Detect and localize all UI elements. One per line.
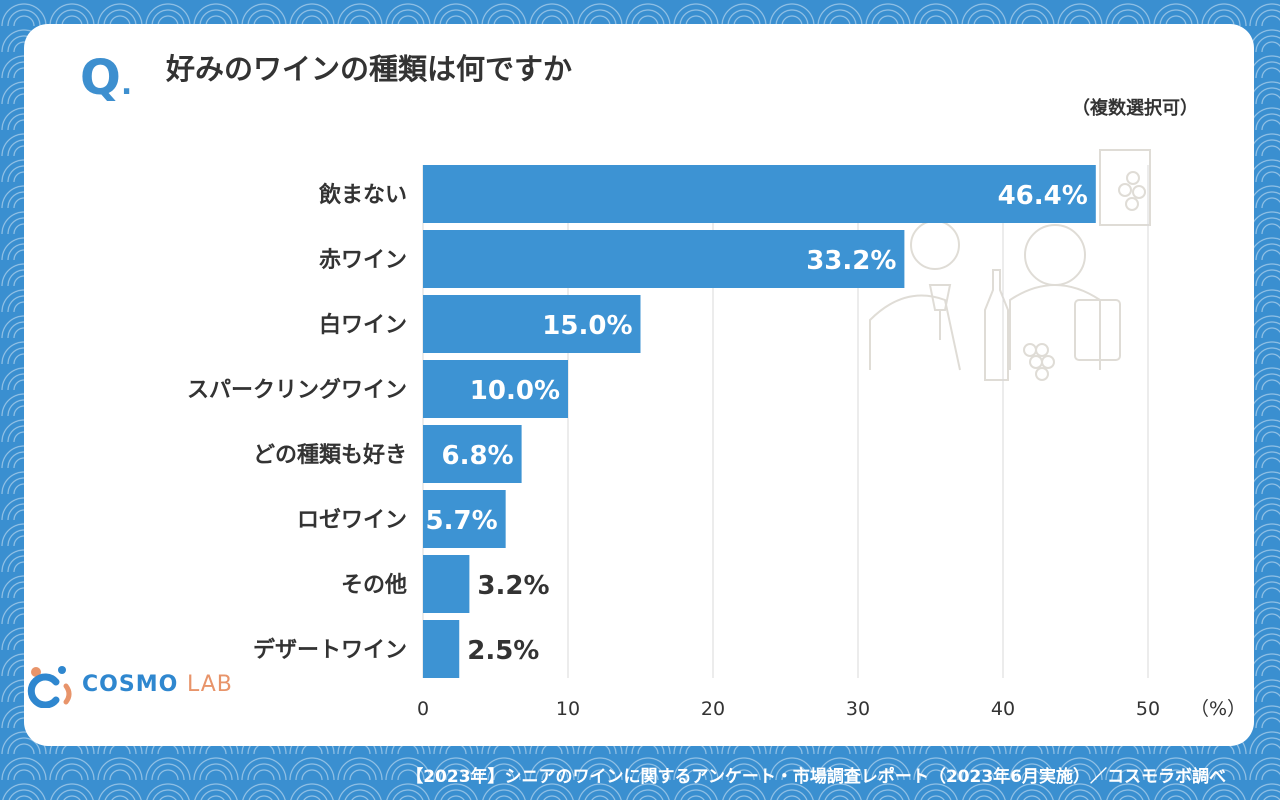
- value-label: 10.0%: [470, 376, 560, 406]
- category-label: ロゼワイン: [297, 508, 407, 533]
- chart-card: [24, 24, 1254, 746]
- bar: [423, 295, 641, 353]
- x-tick-label: 20: [701, 698, 725, 720]
- bar: [423, 230, 905, 288]
- category-label: その他: [341, 573, 407, 598]
- category-label: 飲まない: [318, 182, 407, 208]
- bar: [423, 555, 470, 613]
- x-tick-label: 50: [1136, 698, 1160, 720]
- chart-title: 好みのワインの種類は何ですか: [166, 52, 573, 86]
- x-tick-label: 30: [846, 698, 870, 720]
- logo-lab-text: LAB: [186, 672, 233, 697]
- cosmo-lab-logo: COSMO LAB: [22, 662, 242, 709]
- bar: [423, 425, 522, 483]
- value-label: 2.5%: [467, 636, 539, 666]
- x-tick-label: 0: [417, 698, 429, 720]
- category-label: 白ワイン: [319, 312, 407, 338]
- value-label: 15.0%: [542, 311, 632, 341]
- multiple-choice-note: （複数選択可）: [1072, 98, 1198, 119]
- bar: [423, 360, 568, 418]
- question-mark: Q.: [80, 50, 133, 106]
- value-label: 5.7%: [426, 506, 498, 536]
- value-label: 46.4%: [998, 181, 1088, 211]
- category-label: デザートワイン: [253, 637, 407, 663]
- value-label: 6.8%: [441, 441, 513, 471]
- value-label: 33.2%: [806, 246, 896, 276]
- category-label: 赤ワイン: [319, 248, 407, 273]
- bar: [423, 165, 1096, 223]
- x-tick-label: 40: [991, 698, 1015, 720]
- logo-mark-icon: [27, 666, 72, 709]
- logo-cosmo-text: COSMO: [82, 672, 179, 697]
- x-tick-label: 10: [556, 698, 580, 720]
- category-label: スパークリングワイン: [187, 377, 407, 403]
- bar: [423, 620, 460, 678]
- category-label: どの種類も好き: [253, 442, 407, 468]
- x-unit-label: （%）: [1190, 698, 1246, 720]
- value-label: 3.2%: [477, 571, 549, 601]
- source-footer: 【2023年】シニアのワインに関するアンケート・市場調査レポート（2023年6月…: [406, 767, 1226, 787]
- bar: [423, 490, 506, 548]
